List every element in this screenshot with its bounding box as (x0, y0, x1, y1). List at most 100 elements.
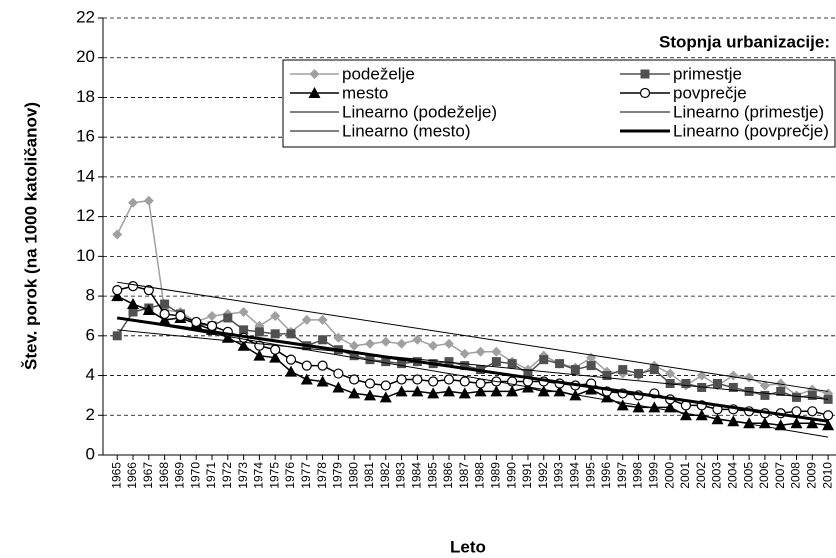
marker (365, 355, 375, 365)
marker (759, 380, 770, 391)
x-tick-label: 1997 (615, 462, 629, 489)
x-tick-label: 1999 (647, 462, 661, 489)
marker (128, 197, 139, 208)
legend-marker (308, 87, 321, 98)
marker (458, 387, 471, 399)
marker (822, 419, 835, 431)
marker (791, 406, 802, 417)
marker (380, 380, 391, 391)
marker (523, 369, 533, 379)
marker (396, 338, 407, 349)
legend-label: povprečje (673, 83, 747, 102)
marker (679, 409, 692, 421)
marker (284, 365, 297, 377)
x-tick-label: 1974 (252, 462, 266, 489)
marker (175, 310, 186, 322)
marker (143, 195, 154, 206)
marker (333, 332, 344, 343)
marker (301, 314, 312, 325)
x-tick-label: 2007 (773, 462, 787, 489)
x-tick-label: 1987 (457, 462, 471, 489)
marker (395, 385, 408, 397)
x-tick-label: 1976 (283, 462, 297, 489)
x-tick-label: 2001 (678, 462, 692, 489)
x-tick-label: 1986 (441, 462, 455, 489)
marker (160, 299, 170, 309)
legend-label: Linearno (podeželje) (342, 102, 497, 121)
x-axis-label: Leto (450, 537, 486, 556)
x-tick-label: 2005 (741, 462, 755, 489)
x-tick-label: 1994 (568, 462, 582, 489)
series-line (117, 317, 829, 438)
x-tick-label: 1996 (599, 462, 613, 489)
y-axis-label: Štev. porok (na 1000 katoličanov) (21, 102, 40, 370)
marker (363, 389, 376, 401)
x-tick-label: 1972 (220, 462, 234, 489)
marker (142, 303, 155, 315)
x-tick-label: 1983 (394, 462, 408, 489)
marker (411, 385, 424, 397)
legend-label: primestje (673, 64, 742, 83)
marker (555, 359, 565, 369)
legend-label: podeželje (342, 64, 415, 83)
y-tick-label: 8 (86, 286, 95, 305)
marker (428, 340, 439, 351)
marker (807, 406, 818, 417)
series-line (117, 329, 829, 400)
marker (270, 310, 281, 321)
y-tick-label: 6 (86, 325, 95, 344)
legend-title: Stopnja urbanizacije: (659, 32, 830, 51)
legend-label: Linearno (povprečje) (673, 121, 829, 140)
y-tick-label: 14 (76, 166, 95, 185)
marker (443, 374, 455, 385)
x-tick-label: 1982 (378, 462, 392, 489)
marker (537, 385, 550, 397)
marker (459, 348, 470, 359)
legend-marker (639, 87, 651, 99)
marker (270, 329, 280, 339)
x-tick-label: 2000 (662, 462, 676, 489)
x-tick-label: 1969 (173, 462, 187, 489)
marker (333, 368, 344, 379)
legend-marker (309, 69, 320, 79)
legend-box (282, 59, 836, 148)
marker (475, 346, 486, 357)
x-tick-label: 2004 (725, 462, 739, 489)
x-tick-label: 1967 (141, 462, 155, 489)
marker (634, 369, 644, 379)
marker (491, 357, 501, 367)
x-tick-label: 1965 (109, 462, 123, 489)
marker (713, 378, 723, 388)
marker (379, 391, 392, 403)
marker (632, 401, 645, 413)
series-line (117, 281, 829, 392)
marker (127, 281, 139, 292)
marker (728, 382, 738, 392)
y-tick-label: 18 (76, 87, 95, 106)
series-line (116, 303, 829, 401)
x-tick-label: 1971 (204, 462, 218, 489)
marker (570, 365, 580, 375)
marker (553, 385, 566, 397)
series-line (117, 316, 829, 423)
marker (539, 355, 549, 365)
x-tick-label: 1968 (157, 462, 171, 489)
x-tick-label: 1993 (552, 462, 566, 489)
y-tick-label: 12 (76, 206, 95, 225)
marker (728, 370, 739, 381)
marker (444, 357, 454, 367)
marker (316, 375, 329, 387)
x-tick-label: 2008 (789, 462, 803, 489)
marker (648, 401, 661, 413)
x-tick-label: 1978 (315, 462, 329, 489)
marker (776, 386, 786, 396)
marker (506, 385, 519, 397)
x-tick-label: 1979 (331, 462, 345, 489)
marker (792, 392, 802, 402)
marker (744, 372, 755, 383)
marker (681, 378, 691, 388)
marker (206, 320, 218, 331)
marker (412, 374, 423, 385)
marker (775, 378, 786, 389)
